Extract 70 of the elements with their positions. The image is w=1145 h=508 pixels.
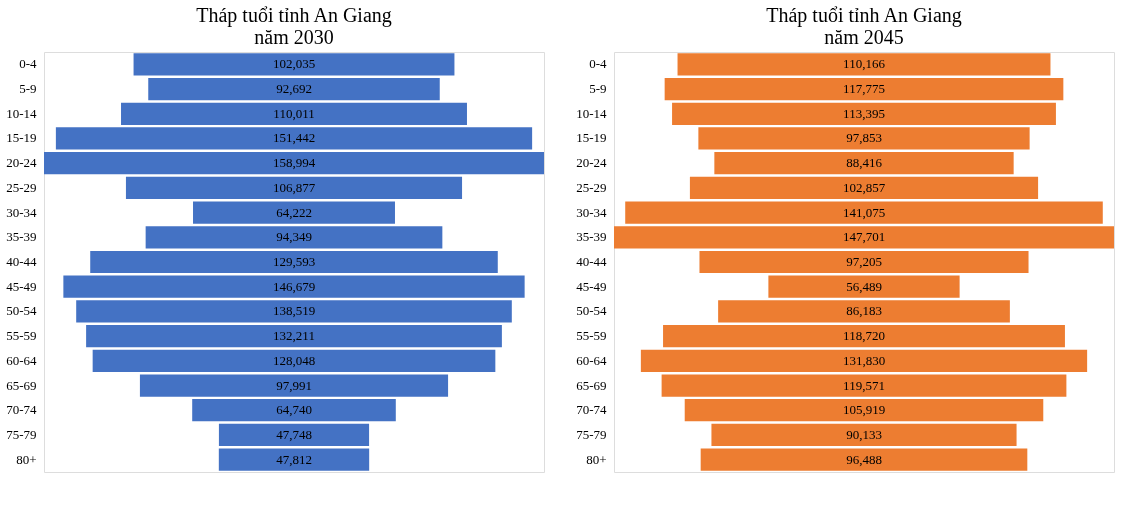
category-label: 10-14 [6,105,37,121]
data-label: 97,991 [276,377,312,393]
category-label: 55-59 [6,328,37,344]
data-label: 110,011 [273,105,315,121]
category-label: 80+ [586,451,607,467]
data-label: 92,692 [276,81,312,97]
text: Tháp tuổi tỉnh An Giang năm 2030 [196,4,392,48]
category-label: 75-79 [6,426,37,442]
category-label: 45-49 [6,278,37,294]
category-label: 60-64 [576,352,607,368]
category-label: 20-24 [576,155,607,171]
data-label: 129,593 [272,254,316,269]
category-label: 50-54 [576,303,607,319]
data-label: 64,740 [276,402,312,418]
data-label: 106,877 [272,179,316,195]
data-label: 94,349 [276,229,312,245]
category-label: 5-9 [589,81,607,97]
text: Tháp tuổi tỉnh An Giang năm 2045 [766,4,962,48]
category-label: 20-24 [6,155,37,171]
data-label: 113,395 [843,105,885,121]
data-label: 47,812 [276,451,312,467]
data-label: 132,211 [273,328,315,344]
data-label: 90,133 [846,426,882,442]
data-label: 110,166 [843,56,886,72]
data-label: 151,442 [272,130,316,146]
data-label: 88,416 [846,155,883,171]
category-label: 10-14 [576,105,607,121]
category-label: 55-59 [576,328,607,344]
data-label: 97,853 [846,130,882,146]
data-label: 128,048 [272,352,316,368]
category-label: 30-34 [576,204,607,220]
data-label: 97,205 [846,254,882,269]
category-label: 0-4 [19,56,37,72]
data-label: 47,748 [276,426,312,442]
data-label: 138,519 [272,303,316,319]
category-label: 25-29 [6,179,37,195]
data-label: 105,919 [842,402,886,418]
category-label: 70-74 [576,402,607,418]
category-label: 25-29 [576,179,607,195]
data-label: 86,183 [846,303,882,319]
category-label: 5-9 [19,81,37,97]
category-label: 45-49 [576,278,607,294]
category-label: 65-69 [6,377,37,393]
data-label: 141,075 [842,204,886,220]
category-label: 0-4 [589,56,607,72]
category-label: 65-69 [576,377,607,393]
category-label: 70-74 [6,402,37,418]
data-label: 131,830 [842,352,886,368]
category-label: 35-39 [576,229,607,245]
category-label: 80+ [16,451,37,467]
category-label: 35-39 [6,229,37,245]
data-label: 56,489 [846,278,882,294]
data-label: 96,488 [846,451,882,467]
data-label: 102,035 [272,56,316,72]
category-label: 75-79 [576,426,607,442]
data-label: 64,222 [276,204,312,220]
data-label: 147,701 [842,229,886,245]
data-label: 119,571 [843,377,885,393]
data-label: 146,679 [272,278,316,294]
category-label: 40-44 [6,254,37,269]
category-label: 50-54 [6,303,37,319]
category-label: 15-19 [576,130,607,146]
category-label: 60-64 [6,352,37,368]
data-label: 118,720 [843,328,885,344]
category-label: 30-34 [6,204,37,220]
category-label: 40-44 [576,254,607,269]
category-label: 15-19 [6,130,37,146]
data-label: 158,994 [272,155,316,171]
data-label: 117,775 [843,81,885,97]
data-label: 102,857 [842,179,886,195]
